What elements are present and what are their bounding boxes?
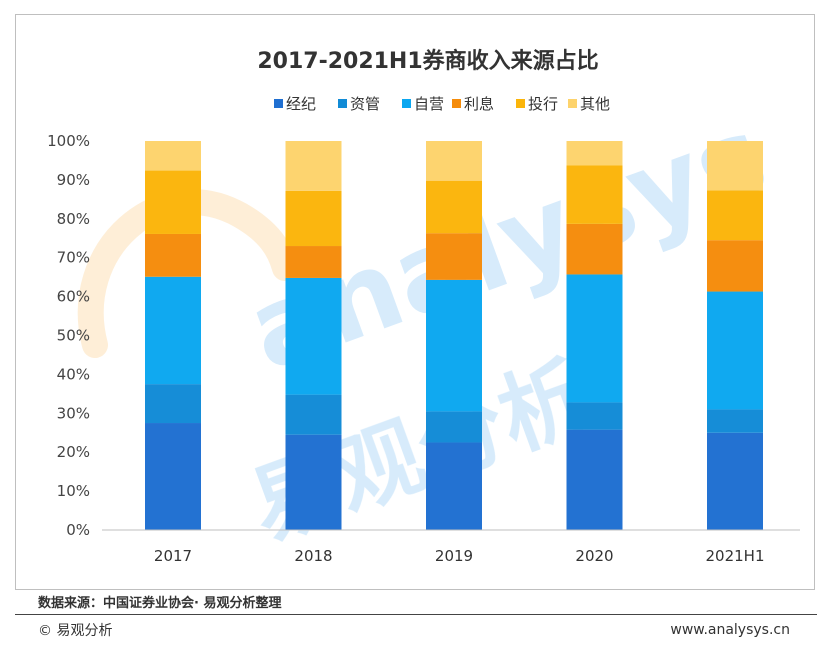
legend-swatch: [452, 99, 461, 108]
legend-label: 自营: [414, 95, 444, 113]
y-tick-label: 60%: [57, 288, 90, 306]
y-tick-label: 30%: [57, 404, 90, 422]
bar-segment: [426, 442, 482, 530]
legend-swatch: [568, 99, 577, 108]
bar-segment: [145, 276, 201, 385]
y-tick-label: 40%: [57, 365, 90, 383]
x-tick-label: 2017: [154, 547, 192, 565]
y-tick-label: 10%: [57, 482, 90, 500]
bar-segment: [707, 409, 763, 433]
bar-segment: [285, 190, 342, 247]
y-axis: 0% 10% 20% 30% 40% 50% 60% 70% 80% 90% 100%: [47, 132, 90, 539]
x-tick-label: 2019: [435, 547, 473, 565]
bar-segment: [145, 233, 201, 277]
y-tick-label: 50%: [57, 327, 90, 345]
legend-swatch: [338, 99, 347, 108]
chart-frame: [15, 14, 815, 590]
bar-segment: [285, 394, 342, 435]
chart-title: 2017-2021H1券商收入来源占比: [257, 48, 598, 74]
bar-segment: [566, 429, 623, 530]
bar-segment: [707, 432, 763, 530]
data-source-note: 数据来源：中国证券业协会· 易观分析整理: [38, 596, 282, 611]
bar-segment: [285, 434, 342, 530]
bar-segment: [426, 279, 482, 412]
y-tick-label: 70%: [57, 249, 90, 267]
bar-segment: [707, 240, 763, 292]
x-tick-label: 2020: [575, 547, 613, 565]
bar-segment: [145, 170, 201, 234]
bar-segment: [426, 233, 482, 280]
y-tick-label: 100%: [47, 132, 90, 150]
footer-divider: [15, 614, 817, 615]
website-link[interactable]: www.analysys.cn: [670, 622, 790, 638]
x-tick-label: 2018: [294, 547, 332, 565]
bar-segment: [707, 141, 763, 191]
bar-segment: [285, 141, 342, 191]
legend-label: 投行: [528, 95, 558, 113]
legend-label: 经纪: [286, 95, 316, 113]
y-tick-label: 80%: [57, 210, 90, 228]
bar-segment: [426, 180, 482, 234]
y-tick-label: 0%: [66, 521, 90, 539]
bar-segment: [707, 291, 763, 410]
bar-segment: [566, 141, 623, 166]
legend-label: 其他: [580, 95, 610, 113]
legend-label: 利息: [464, 95, 494, 113]
bar-segment: [426, 411, 482, 443]
legend-swatch: [516, 99, 525, 108]
copyright-text: © 易观分析: [38, 623, 113, 639]
bar-segment: [145, 384, 201, 424]
bar-segment: [566, 223, 623, 275]
bars: [145, 141, 763, 530]
bar-segment: [145, 423, 201, 530]
bar-segment: [566, 274, 623, 403]
bar-segment: [566, 165, 623, 224]
bar-segment: [566, 402, 623, 430]
bar-segment: [285, 246, 342, 278]
x-tick-label: 2021H1: [706, 547, 765, 565]
y-tick-label: 20%: [57, 443, 90, 461]
legend: 经纪 资管 自营 利息 投行 其他: [274, 95, 610, 113]
legend-swatch: [402, 99, 411, 108]
bar-segment: [285, 277, 342, 395]
bar-segment: [145, 141, 201, 171]
x-axis: 2017 2018 2019 2020 2021H1: [154, 547, 765, 565]
legend-label: 资管: [350, 95, 380, 113]
y-tick-label: 90%: [57, 171, 90, 189]
bar-segment: [426, 141, 482, 181]
bar-segment: [707, 190, 763, 241]
legend-swatch: [274, 99, 283, 108]
